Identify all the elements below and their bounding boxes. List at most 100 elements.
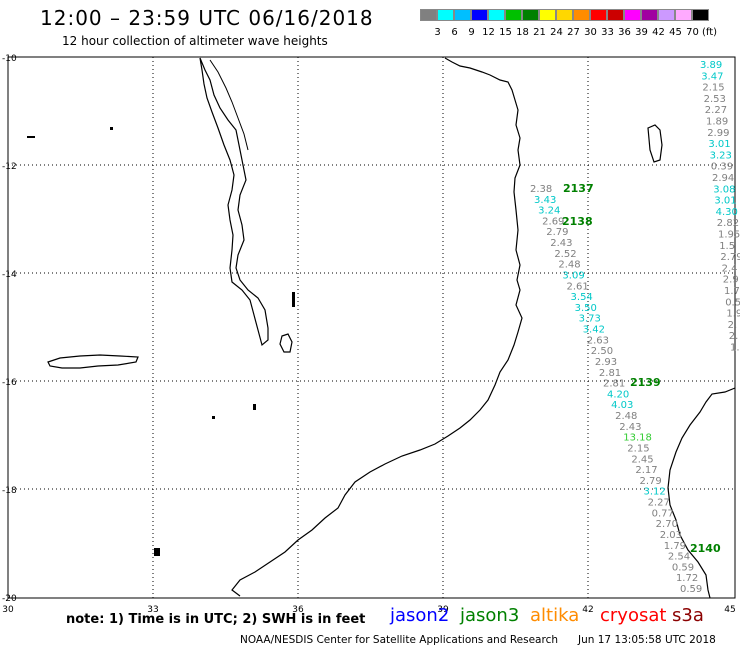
scale-label: 27 (567, 27, 580, 38)
track-value: 0.59 (672, 562, 694, 573)
legend-cryosat: cryosat (600, 605, 667, 626)
scale-swatch (624, 9, 641, 21)
track-value: 1.9 (726, 309, 740, 320)
scale-swatch (539, 9, 556, 21)
track-value: 0.59 (680, 584, 702, 595)
track-value: 2. (728, 320, 738, 331)
scale-swatch (556, 9, 573, 21)
track-value: 2.45 (631, 454, 653, 465)
color-scale-labels: 3 6 9 12 15 18 21 24 27 30 33 36 39 42 45 70 (ft) (420, 27, 718, 38)
scale-label: 33 (601, 27, 614, 38)
scale-swatch (522, 9, 539, 21)
track-value: 2.48 (615, 411, 637, 422)
track-value: 2.15 (627, 443, 649, 454)
track-value: 1. (730, 343, 740, 354)
y-tick-label: -20 (2, 594, 17, 604)
pass-number: 2140 (690, 542, 721, 555)
scale-swatch (505, 9, 522, 21)
lake-outline (199, 57, 269, 347)
track-value: 4.20 (607, 389, 629, 400)
track-value: 0.5 (725, 297, 740, 308)
scale-label: 21 (533, 27, 546, 38)
scale-label: 36 (618, 27, 631, 38)
scale-label: 9 (468, 27, 475, 38)
scale-swatch (590, 9, 607, 21)
track-value: 1.7 (724, 286, 740, 297)
map-subtitle: 12 hour collection of altimeter wave hei… (62, 34, 328, 48)
track-value: 3.73 (579, 314, 601, 325)
color-swatches (420, 6, 718, 25)
scale-swatch (658, 9, 675, 21)
track-value: 2.52 (554, 249, 576, 260)
map-title: 12:00 – 23:59 UTC 06/16/2018 (40, 6, 374, 30)
y-tick-label: -16 (2, 378, 17, 388)
color-scale: 3 6 9 12 15 18 21 24 27 30 33 36 39 42 45 70 (ft) (420, 6, 718, 38)
track-value: 3.47 (701, 71, 723, 82)
y-tick-label: -14 (2, 270, 17, 280)
track-value: 2.61 (566, 281, 588, 292)
track-value: 3.08 (713, 184, 735, 195)
scale-label: 6 (451, 27, 458, 38)
legend-s3a: s3a (672, 605, 704, 626)
island-outline (647, 124, 663, 163)
scale-swatch (675, 9, 692, 21)
track-value: 2.27 (648, 498, 670, 509)
small-islands (27, 127, 295, 556)
track-value: 3.24 (538, 206, 560, 217)
scale-label: 24 (550, 27, 563, 38)
track-value: 2.4 (722, 263, 738, 274)
pass-labels: 2137 2138 2139 2140 (562, 182, 721, 555)
track-value: 1.79 (664, 541, 686, 552)
x-tick-label: 30 (2, 605, 14, 615)
track-value: 2.38 (530, 184, 552, 195)
scale-label: 39 (635, 27, 648, 38)
track-value: 2.43 (619, 422, 641, 433)
x-tick-label: 42 (582, 605, 593, 615)
scale-label: 15 (499, 27, 512, 38)
track-value: 3.50 (575, 303, 597, 314)
track-left: 2.383.433.242.692.792.432.522.483.092.61… (530, 184, 702, 595)
track-value: 13.18 (623, 433, 652, 444)
track-value: 3.12 (644, 487, 666, 498)
lake-inner (209, 59, 249, 151)
track-value: 3.42 (583, 325, 605, 336)
x-tick-label: 39 (437, 605, 449, 615)
track-value: 2.70 (656, 519, 678, 530)
track-value: 2.69 (542, 216, 564, 227)
track-value: 3.23 (710, 150, 732, 161)
track-value: 1.95 (718, 230, 740, 241)
track-value: 4.03 (611, 400, 633, 411)
track-value: 2.9 (723, 275, 739, 286)
track-value: 3.09 (562, 270, 584, 281)
pass-number: 2139 (630, 376, 661, 389)
x-tick-label: 36 (292, 605, 304, 615)
track-value: 3.54 (571, 292, 593, 303)
y-tick-label: -18 (2, 486, 17, 496)
pass-number: 2137 (563, 182, 594, 195)
scale-swatch (454, 9, 471, 21)
track-value: 3.43 (534, 195, 556, 206)
x-tick-label: 45 (724, 605, 735, 615)
track-value: 2.53 (704, 94, 726, 105)
scale-label: 18 (516, 27, 529, 38)
track-value: 0.39 (711, 162, 733, 173)
scale-swatch (471, 9, 488, 21)
track-right: 3.893.472.152.532.271.892.993.013.230.39… (700, 60, 740, 354)
track-value: 1.72 (676, 573, 698, 584)
legend-altika: altika (530, 605, 580, 626)
track-value: 0.77 (652, 508, 674, 519)
track-value: 2.81 (603, 379, 625, 390)
footer-credit: NOAA/NESDIS Center for Satellite Applica… (240, 634, 558, 646)
legend-jason3: jason3 (460, 605, 520, 626)
scale-label: 30 (584, 27, 597, 38)
scale-swatch (573, 9, 590, 21)
scale-swatch (692, 9, 709, 21)
track-value: 3.89 (700, 60, 722, 71)
track-value: 2.17 (635, 465, 657, 476)
scale-unit: (ft) (701, 27, 718, 38)
track-value: 2.79 (720, 252, 740, 263)
track-value: 2.50 (591, 346, 613, 357)
coastline (231, 57, 523, 597)
track-value: 2.82 (717, 218, 739, 229)
